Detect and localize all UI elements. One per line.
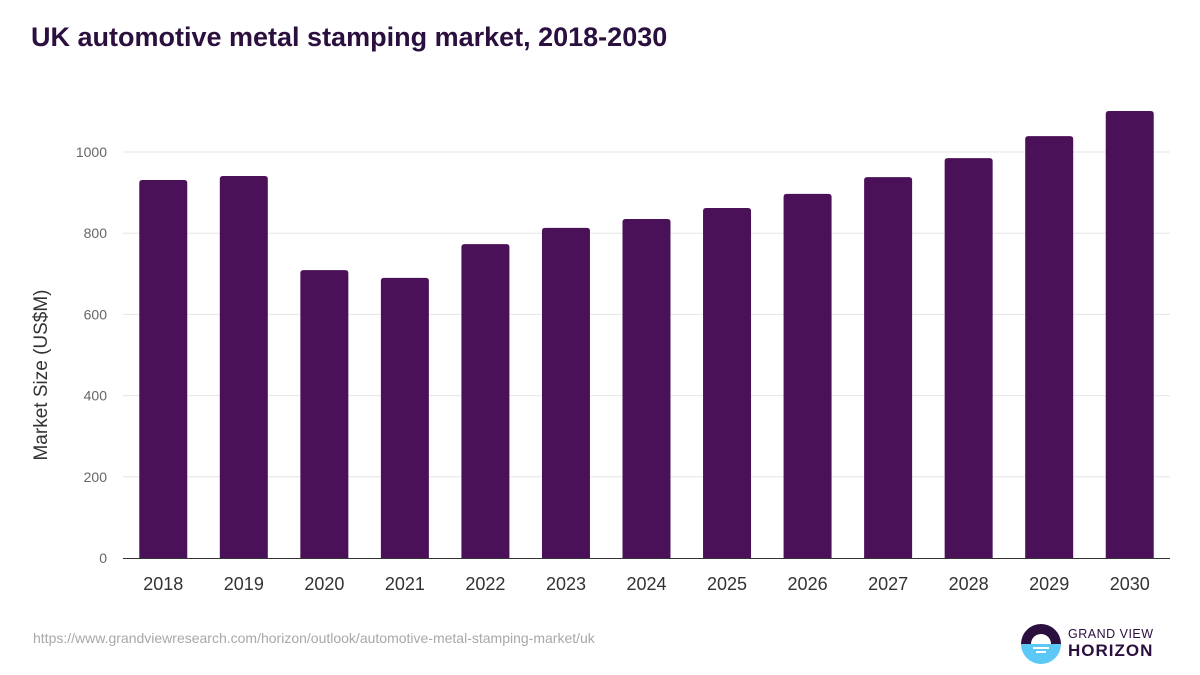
bar-2023 bbox=[541, 227, 590, 558]
bar-2019 bbox=[219, 175, 268, 559]
bar-2027 bbox=[864, 177, 913, 558]
x-tick-label: 2020 bbox=[304, 574, 344, 594]
bar-2024 bbox=[622, 218, 671, 559]
y-tick-label: 800 bbox=[84, 225, 108, 241]
x-tick-label: 2021 bbox=[385, 574, 425, 594]
bar-2029 bbox=[1025, 136, 1074, 558]
logo-line1: GRAND VIEW bbox=[1068, 627, 1154, 641]
y-axis-label: Market Size (US$M) bbox=[31, 289, 52, 460]
bar-2022 bbox=[461, 244, 510, 559]
x-tick-label: 2026 bbox=[788, 574, 828, 594]
y-tick-label: 1000 bbox=[76, 144, 107, 160]
x-tick-label: 2025 bbox=[707, 574, 747, 594]
bar-2030 bbox=[1105, 110, 1154, 558]
y-tick-label: 400 bbox=[84, 388, 108, 404]
bar-2026 bbox=[783, 193, 832, 558]
y-tick-label: 600 bbox=[84, 306, 108, 322]
x-tick-label: 2019 bbox=[224, 574, 264, 594]
y-tick-label: 0 bbox=[99, 550, 107, 566]
horizon-logo-icon bbox=[1021, 624, 1061, 664]
x-tick-label: 2022 bbox=[465, 574, 505, 594]
grand-view-horizon-logo: GRAND VIEW HORIZON bbox=[1020, 623, 1160, 665]
chart-title: UK automotive metal stamping market, 201… bbox=[31, 22, 668, 52]
y-tick-label: 200 bbox=[84, 469, 108, 485]
bar-2025 bbox=[703, 208, 752, 558]
x-tick-label: 2028 bbox=[949, 574, 989, 594]
bar-2020 bbox=[300, 270, 349, 558]
source-url[interactable]: https://www.grandviewresearch.com/horizo… bbox=[33, 630, 595, 646]
bar-2021 bbox=[380, 277, 429, 558]
x-tick-label: 2030 bbox=[1110, 574, 1150, 594]
logo-line2: HORIZON bbox=[1068, 641, 1154, 660]
x-tick-label: 2018 bbox=[143, 574, 183, 594]
x-tick-label: 2024 bbox=[626, 574, 666, 594]
x-tick-label: 2027 bbox=[868, 574, 908, 594]
x-tick-label: 2023 bbox=[546, 574, 586, 594]
x-tick-label: 2029 bbox=[1029, 574, 1069, 594]
bar-2018 bbox=[139, 180, 188, 558]
bar-2028 bbox=[944, 158, 993, 558]
